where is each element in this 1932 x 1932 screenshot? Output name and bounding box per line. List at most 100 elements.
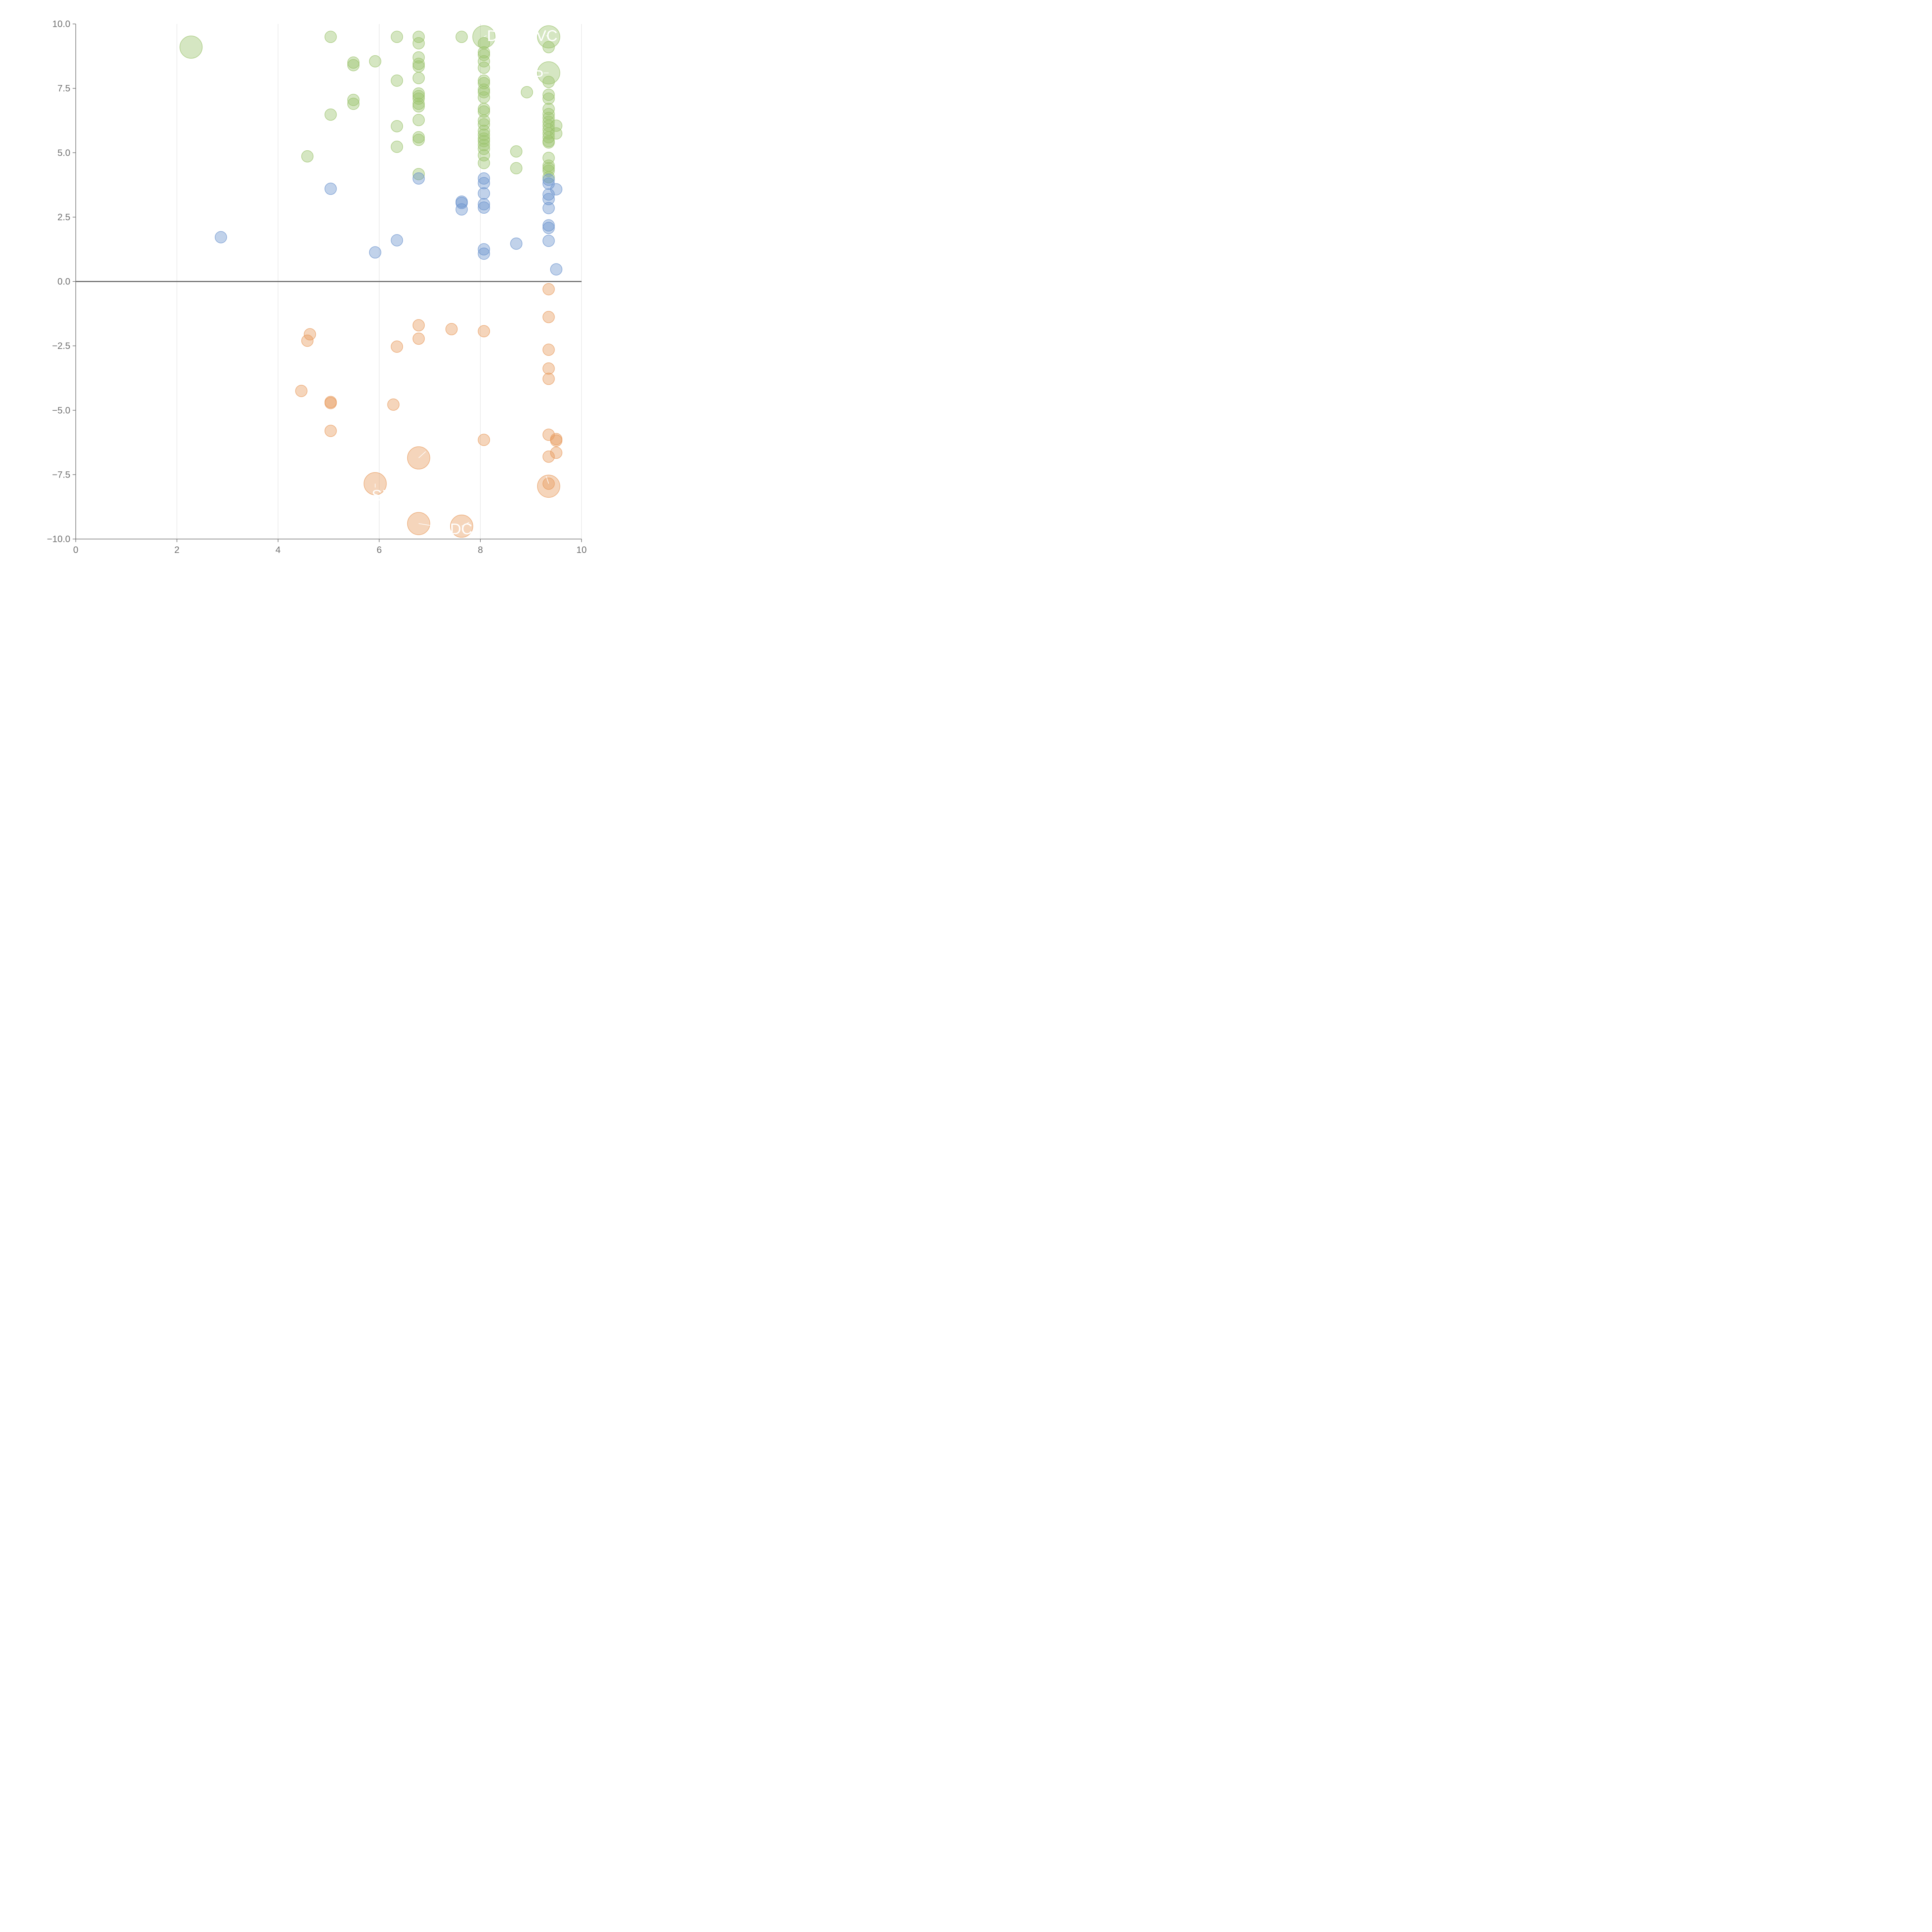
blue-point (550, 183, 563, 196)
orange-point (543, 344, 555, 356)
blue-point (543, 173, 555, 186)
green-point (543, 92, 555, 105)
annotation-leader (461, 522, 469, 527)
y-tick-label: 0.0 (58, 277, 70, 287)
annotation-label: DC (450, 520, 473, 537)
green-point (324, 108, 337, 121)
annotation-leader (546, 35, 549, 37)
green-point (478, 86, 490, 99)
green-point (456, 31, 468, 43)
green-point (478, 46, 490, 59)
y-tick-label: −7.5 (52, 469, 70, 480)
y-tick-label: 5.0 (58, 148, 70, 158)
annotation-leader (546, 476, 549, 484)
blue-point (543, 219, 555, 231)
orange-point (412, 332, 425, 345)
x-tick-label: 0 (73, 545, 78, 555)
green-point (478, 143, 490, 155)
blue-point (543, 193, 555, 205)
green-point (478, 157, 490, 169)
x-tick-label: 2 (174, 545, 179, 555)
orange-point (543, 311, 555, 323)
green-point (478, 114, 490, 127)
green-point (510, 162, 522, 174)
blue-point (456, 197, 468, 209)
y-tick-label: −5.0 (52, 405, 70, 416)
annotation-label: SI (372, 487, 386, 504)
orange-point (391, 340, 403, 353)
green-point (391, 141, 403, 153)
orange-point (478, 325, 490, 337)
blue-point (478, 247, 490, 260)
blue-point (510, 237, 522, 250)
orange-point (324, 397, 337, 409)
green-point (543, 136, 555, 149)
green-point (412, 31, 425, 43)
green-point (391, 31, 403, 43)
blue-point (478, 172, 490, 185)
green-point (412, 131, 425, 144)
green-point (412, 100, 425, 113)
orange-point (324, 425, 337, 437)
y-tick-label: −10.0 (47, 534, 70, 544)
green-point (369, 55, 381, 68)
orange-point (550, 434, 563, 447)
annotation-label: DC (487, 27, 509, 44)
green-point (543, 76, 555, 88)
blue-point (543, 222, 555, 234)
green-point (347, 97, 360, 110)
orange-point (295, 385, 308, 397)
axes-layer: 0 2 4 6 8 10 10.0 7.5 5.0 2.5 0.0 −2.5 −5.0 −7.5 −10.0 (47, 19, 587, 555)
blue-point (412, 172, 425, 185)
scatter-chart: 0 2 4 6 8 10 10.0 7.5 5.0 2.5 0.0 −2.5 −5.0 −7.5 −10.0… (47, 19, 587, 555)
annotation-label: VC (536, 27, 558, 44)
orange-point (537, 474, 560, 498)
y-tick-label: −2.5 (52, 341, 70, 351)
blue-point (456, 203, 468, 216)
annotation-layer: DC VC P SI DC (372, 27, 558, 537)
x-tick-label: 4 (276, 545, 281, 555)
y-tick-label: 7.5 (58, 83, 70, 94)
green-point (347, 59, 360, 71)
green-point (391, 120, 403, 133)
annotation-leader (484, 35, 487, 37)
green-point (179, 36, 203, 59)
blue-point (543, 202, 555, 214)
green-point (412, 134, 425, 146)
green-point (391, 74, 403, 87)
orange-point (550, 446, 563, 459)
green-point (543, 131, 555, 144)
orange-point (445, 323, 458, 335)
blue-point (543, 188, 555, 201)
green-point (478, 61, 490, 74)
x-tick-label: 10 (577, 545, 587, 555)
orange-point (304, 328, 316, 340)
green-point (550, 127, 563, 140)
green-point (543, 88, 555, 101)
annotation-leader (418, 523, 435, 527)
orange-point (412, 319, 425, 332)
green-point (301, 150, 314, 163)
green-point (478, 105, 490, 118)
blue-point (478, 243, 490, 255)
green-point (510, 145, 522, 158)
orange-point (543, 362, 555, 375)
orange-point (301, 335, 314, 347)
green-point (543, 103, 555, 115)
orange-point (543, 450, 555, 463)
green-point (412, 60, 425, 73)
green-point (478, 118, 490, 131)
x-tick-label: 8 (478, 545, 483, 555)
annotation-label: P (533, 67, 544, 84)
orange-point (387, 398, 400, 411)
green-point (478, 139, 490, 151)
annotation-leader (418, 451, 426, 458)
green-point (347, 56, 360, 69)
green-point (412, 114, 425, 126)
green-point (543, 41, 555, 53)
green-point (324, 31, 337, 43)
green-point (412, 72, 425, 84)
green-point (478, 91, 490, 104)
points-layer (179, 25, 563, 538)
green-point (412, 87, 425, 100)
